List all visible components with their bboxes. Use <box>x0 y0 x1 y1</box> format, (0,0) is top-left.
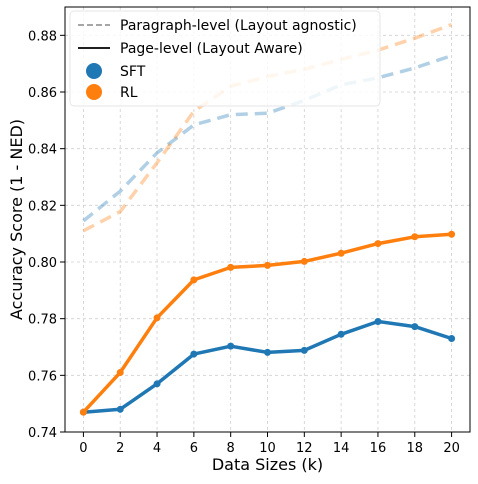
y-tick-label: 0.82 <box>28 199 57 214</box>
legend-label: SFT <box>120 64 146 80</box>
y-tick-label: 0.88 <box>28 29 57 44</box>
legend-dot-swatch <box>86 63 102 79</box>
grid <box>65 7 470 433</box>
y-tick-label: 0.78 <box>28 313 57 328</box>
rl-page-point <box>79 408 87 416</box>
axis-ticks: 0 2 4 6 8 10 12 14 16 18 20 0.74 0.76 0.78 0.80 0.82 0.8… <box>28 29 460 456</box>
rl-page-point <box>116 369 124 376</box>
x-tick-label: 16 <box>370 441 387 456</box>
x-tick-label: 6 <box>190 441 198 456</box>
y-tick-label: 0.86 <box>28 86 57 101</box>
sft-page-point <box>153 380 161 388</box>
rl-page-point <box>153 314 161 322</box>
y-axis-label: Accuracy Score (1 - NED) <box>7 119 26 320</box>
legend-label: RL <box>120 85 138 101</box>
x-axis-label: Data Sizes (k) <box>212 455 323 474</box>
rl-page-point <box>190 276 198 284</box>
rl-page-point <box>448 230 456 238</box>
x-tick-label: 10 <box>259 441 276 456</box>
y-tick-label: 0.80 <box>28 256 57 271</box>
x-tick-label: 2 <box>116 441 124 456</box>
y-tick-label: 0.84 <box>28 143 57 158</box>
rl-page-point <box>337 249 345 257</box>
sft-page-point <box>374 318 382 325</box>
x-tick-label: 14 <box>333 441 350 456</box>
rl-page-point <box>227 263 235 271</box>
sft-page-point <box>411 323 419 331</box>
sft-page-point <box>227 342 235 350</box>
x-tick-label: 20 <box>443 441 460 456</box>
x-tick-label: 18 <box>406 441 423 456</box>
legend-label: Paragraph-level (Layout agnostic) <box>120 18 357 34</box>
x-tick-label: 4 <box>153 441 161 456</box>
sft-page-point <box>264 348 271 356</box>
y-tick-label: 0.74 <box>28 426 57 441</box>
rl-page-point <box>264 261 271 269</box>
x-tick-label: 12 <box>296 441 313 456</box>
legend: Paragraph-level (Layout agnostic) Page-le… <box>69 10 381 107</box>
legend-dot-swatch <box>86 84 102 100</box>
legend-box <box>69 10 381 107</box>
sft-page-point <box>300 346 308 354</box>
sft-page-point <box>337 330 345 338</box>
x-tick-label: 0 <box>79 441 87 456</box>
rl-page-point <box>411 233 419 241</box>
rl-page-point <box>300 257 308 265</box>
sft-paragraph-line <box>82 54 453 223</box>
y-tick-label: 0.76 <box>28 369 57 384</box>
sft-page-point <box>190 350 198 358</box>
x-tick-label: 8 <box>227 441 235 456</box>
sft-page-point <box>448 335 456 342</box>
sft-page-point <box>116 405 124 413</box>
rl-page-point <box>374 240 382 248</box>
legend-label: Page-level (Layout Aware) <box>120 41 303 57</box>
